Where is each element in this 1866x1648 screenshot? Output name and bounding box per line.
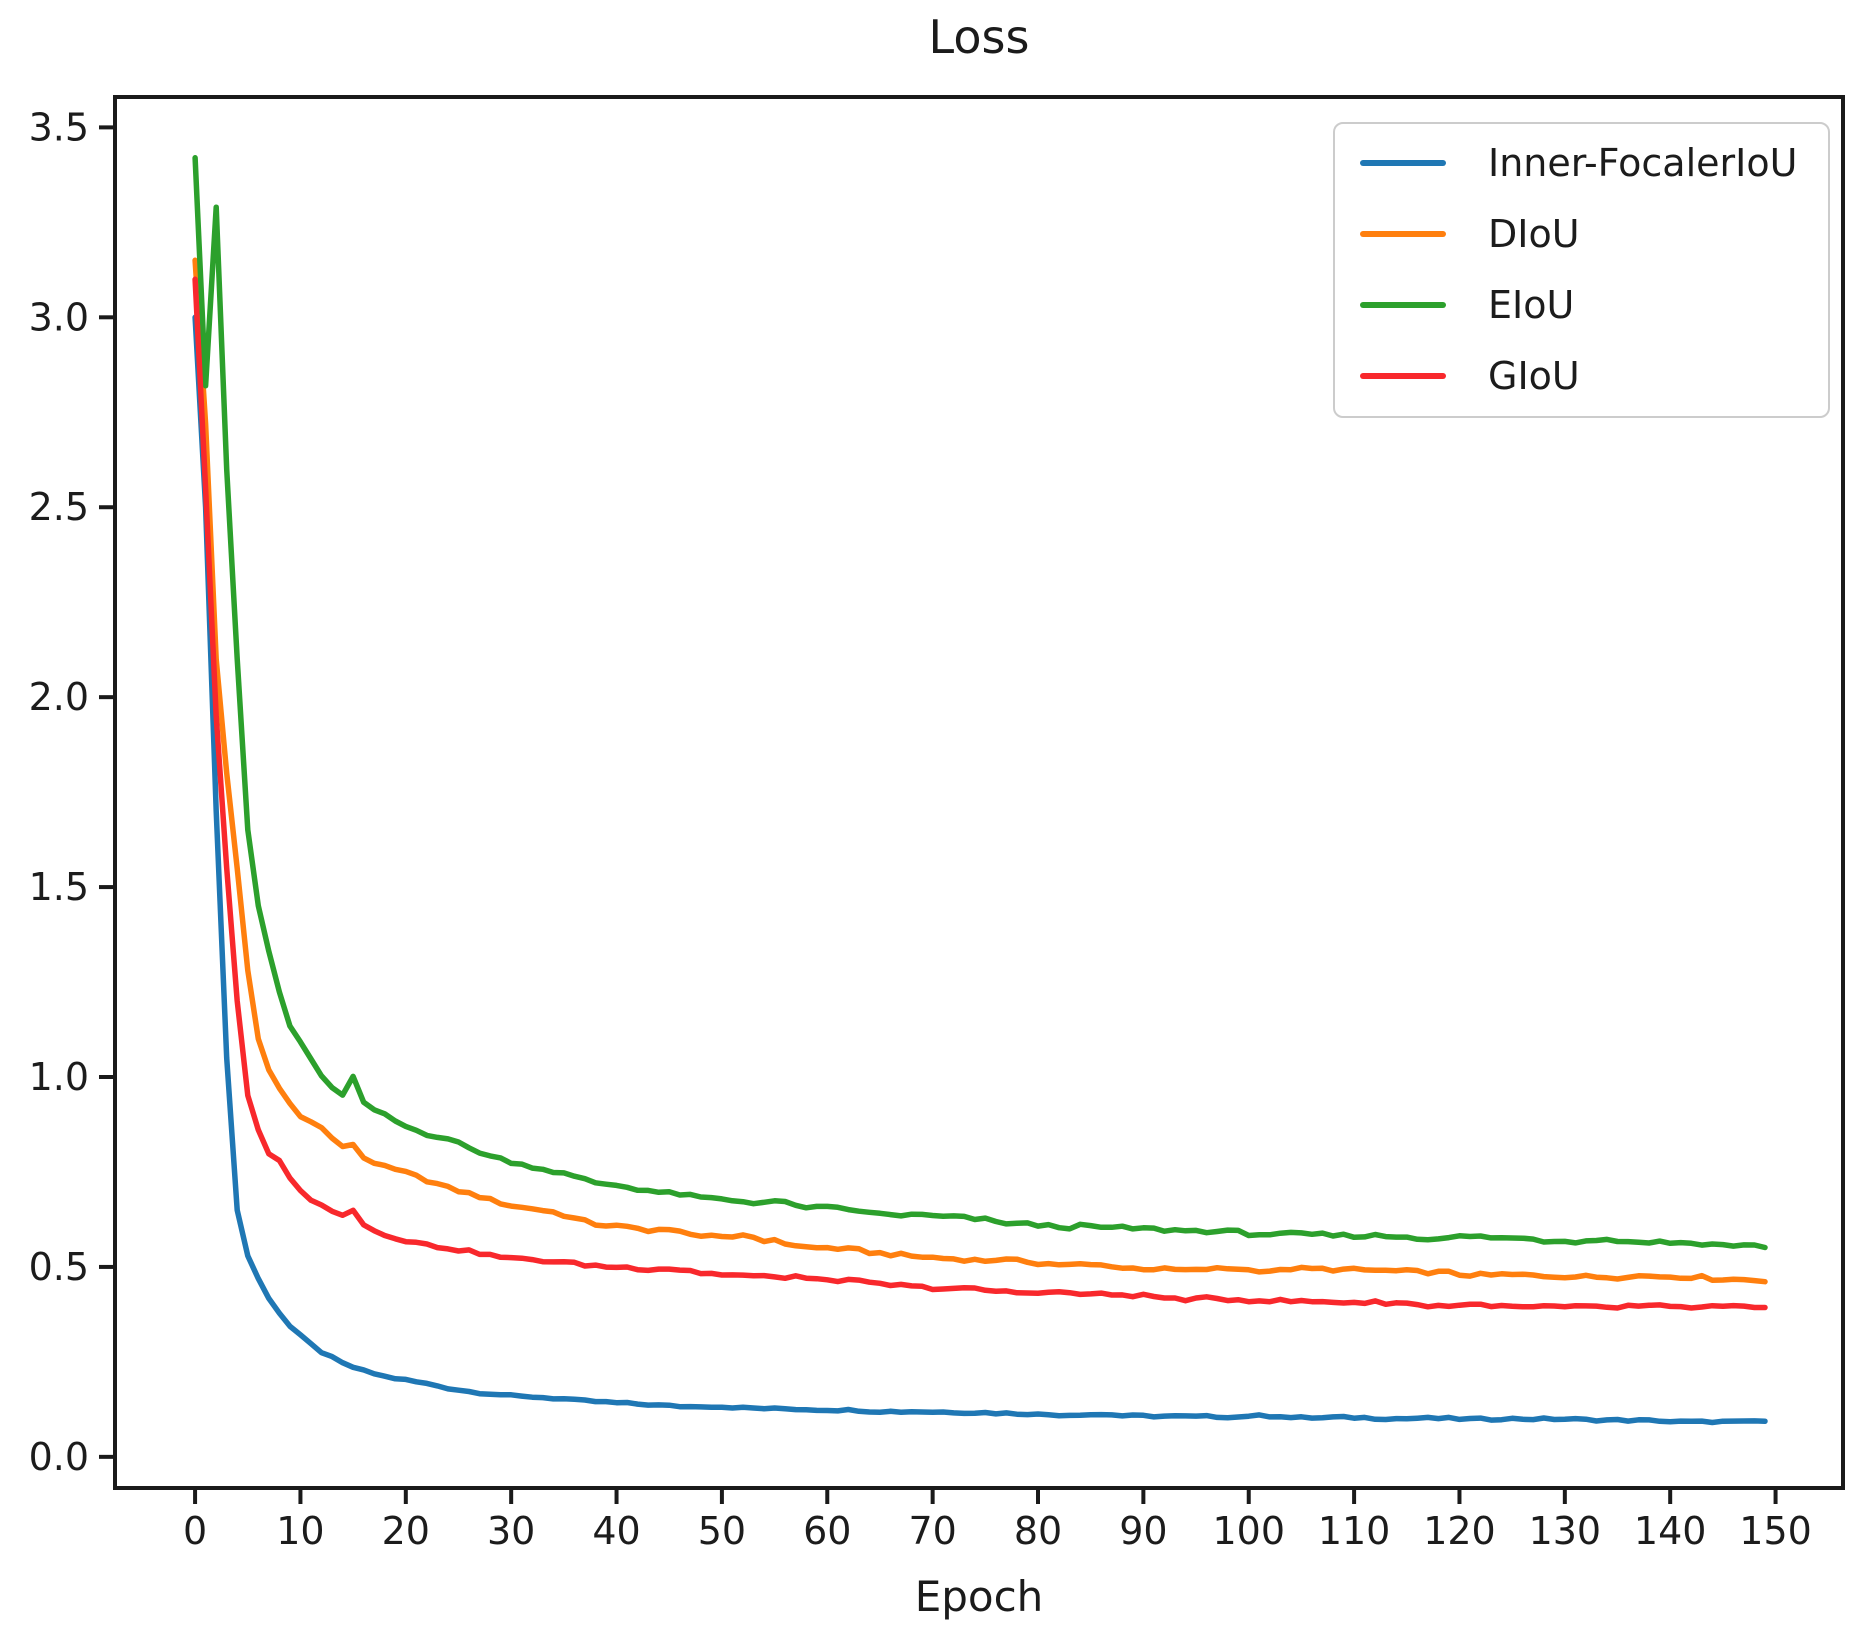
y-tick-label: 3.0 bbox=[29, 295, 89, 339]
legend-line-swatch-diou bbox=[1360, 230, 1446, 237]
x-tick-label: 30 bbox=[487, 1509, 535, 1553]
x-tick-label: 40 bbox=[592, 1509, 640, 1553]
y-tick-label: 1.5 bbox=[29, 865, 89, 909]
legend-item-diou: DIoU bbox=[1335, 198, 1828, 269]
plot-spines bbox=[113, 95, 1845, 1490]
legend-label-diou: DIoU bbox=[1488, 211, 1580, 256]
x-tick-label: 110 bbox=[1318, 1509, 1391, 1553]
legend-label-inner-focaleriou: Inner-FocalerIoU bbox=[1488, 140, 1798, 185]
x-axis-label: Epoch bbox=[914, 1572, 1044, 1621]
x-tick-label: 150 bbox=[1739, 1509, 1812, 1553]
x-tick-label: 0 bbox=[183, 1509, 207, 1553]
y-tick-label: 0.5 bbox=[29, 1245, 89, 1289]
legend: Inner-FocalerIoU DIoU EIoU GIoU bbox=[1333, 122, 1830, 418]
series-line-giou bbox=[192, 276, 1768, 1311]
legend-line-swatch-giou bbox=[1360, 372, 1446, 379]
x-tick-label: 100 bbox=[1212, 1509, 1285, 1553]
y-tick-label: 0.0 bbox=[29, 1435, 89, 1479]
series-line-eiou bbox=[192, 155, 1768, 1251]
y-tick-label: 2.5 bbox=[29, 485, 89, 529]
x-tick-label: 90 bbox=[1119, 1509, 1167, 1553]
x-tick-label: 80 bbox=[1014, 1509, 1062, 1553]
legend-label-giou: GIoU bbox=[1488, 353, 1580, 398]
x-tick-label: 120 bbox=[1423, 1509, 1496, 1553]
legend-label-eiou: EIoU bbox=[1488, 282, 1575, 327]
series-line-inner-focaleriou bbox=[192, 314, 1768, 1426]
x-tick-label: 130 bbox=[1529, 1509, 1602, 1553]
legend-line-swatch-inner-focaleriou bbox=[1360, 159, 1446, 166]
legend-item-eiou: EIoU bbox=[1335, 269, 1828, 340]
y-tick-label: 2.0 bbox=[29, 675, 89, 719]
x-tick-label: 50 bbox=[698, 1509, 746, 1553]
y-tick-label: 1.0 bbox=[29, 1055, 89, 1099]
x-tick-label: 70 bbox=[908, 1509, 956, 1553]
x-tick-label: 10 bbox=[276, 1509, 324, 1553]
series-line-diou bbox=[192, 257, 1768, 1285]
legend-item-giou: GIoU bbox=[1335, 340, 1828, 411]
y-tick-label: 3.5 bbox=[29, 105, 89, 149]
legend-line-swatch-eiou bbox=[1360, 301, 1446, 308]
legend-item-inner-focaleriou: Inner-FocalerIoU bbox=[1335, 127, 1828, 198]
chart-title: Loss bbox=[928, 10, 1030, 64]
x-tick-label: 20 bbox=[382, 1509, 430, 1553]
x-tick-label: 60 bbox=[803, 1509, 851, 1553]
x-tick-label: 140 bbox=[1634, 1509, 1707, 1553]
